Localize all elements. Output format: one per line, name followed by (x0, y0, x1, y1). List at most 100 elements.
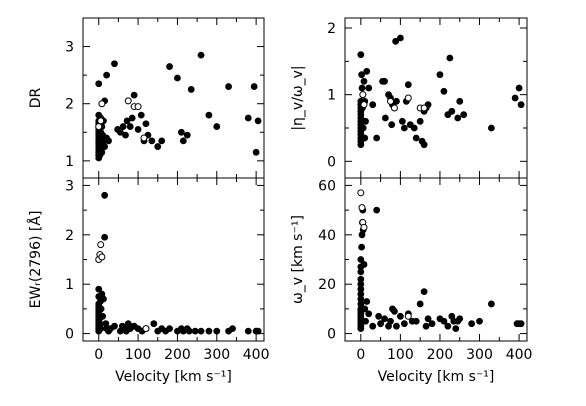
y-tick-label: 1 (327, 88, 336, 104)
filled-data-point (126, 123, 134, 130)
filled-data-point (381, 77, 388, 85)
y-tick-label: 3 (65, 178, 74, 194)
filled-data-point (148, 137, 156, 145)
y-axis-label: EWᵣ(2796) [Å] (27, 211, 44, 309)
filled-data-point (365, 310, 373, 318)
filled-data-point (213, 123, 221, 130)
filled-data-point (456, 97, 464, 105)
filled-data-point (174, 74, 181, 82)
filled-data-point (95, 80, 103, 88)
open-data-point (98, 253, 106, 261)
filled-data-point (396, 34, 404, 42)
filled-data-point (436, 71, 444, 79)
filled-data-point (410, 124, 418, 132)
filled-data-point (197, 51, 205, 59)
filled-data-point (154, 143, 162, 150)
x-tick-label: 300 (466, 347, 493, 363)
filled-data-point (213, 327, 221, 335)
filled-data-point (360, 261, 368, 268)
filled-data-point (111, 60, 118, 68)
filled-data-point (150, 320, 158, 328)
filled-data-point (362, 317, 369, 325)
filled-data-point (444, 322, 452, 330)
filled-data-point (244, 327, 252, 335)
filled-data-point (100, 295, 107, 303)
filled-data-point (363, 298, 371, 305)
filled-data-point (205, 111, 213, 119)
filled-data-point (420, 288, 428, 296)
filled-data-point (440, 317, 448, 325)
filled-data-point (254, 117, 262, 125)
filled-data-point (254, 327, 262, 335)
panel-frame (82, 17, 265, 179)
y-tick-label: 2 (327, 21, 336, 37)
panel-top-right: 0 1 2 |η_v/ω_v| (290, 17, 528, 179)
filled-data-point (357, 275, 365, 283)
filled-data-point (452, 325, 460, 333)
y-tick-label: 3 (65, 40, 74, 56)
filled-data-point (191, 327, 199, 335)
open-data-point (420, 104, 428, 112)
filled-data-point (130, 91, 138, 99)
open-data-point (359, 91, 367, 99)
filled-data-point (119, 123, 127, 130)
filled-data-point (360, 77, 368, 85)
filled-data-point (420, 141, 428, 149)
x-tick-label: 0 (356, 347, 365, 363)
filled-data-point (225, 83, 232, 90)
filled-data-point (517, 320, 525, 328)
open-data-point (95, 123, 103, 131)
panel-frame (344, 17, 528, 179)
filled-data-point (391, 307, 398, 315)
open-data-point (387, 97, 394, 105)
panel-frame (82, 177, 265, 342)
y-axis-label: DR (28, 87, 44, 108)
filled-data-point (476, 317, 483, 325)
filled-data-point (158, 137, 166, 145)
filled-data-point (361, 305, 369, 313)
x-tick-label: 300 (203, 347, 230, 363)
filled-data-point (398, 117, 406, 125)
filled-data-point (185, 327, 193, 335)
filled-data-point (250, 83, 258, 90)
filled-data-point (381, 315, 388, 323)
filled-data-point (416, 300, 424, 308)
filled-data-point (166, 63, 173, 70)
filled-data-point (456, 315, 464, 323)
filled-data-point (446, 54, 454, 62)
filled-data-point (134, 126, 142, 133)
filled-data-point (440, 87, 448, 95)
x-axis-label: Velocity [km s⁻¹] (115, 369, 232, 385)
filled-data-point (487, 300, 495, 308)
y-tick-label: 0 (65, 327, 74, 343)
filled-data-point (454, 114, 462, 122)
open-data-point (142, 325, 150, 333)
filled-data-point (511, 94, 519, 102)
x-tick-label: 200 (164, 347, 191, 363)
panel-top-left: 1 2 3 DR (28, 17, 265, 179)
filled-data-point (166, 325, 173, 333)
filled-data-point (358, 71, 366, 79)
filled-data-point (229, 325, 236, 333)
filled-data-point (393, 322, 400, 330)
open-data-point (360, 101, 368, 109)
open-data-point (390, 104, 398, 112)
filled-data-point (101, 143, 109, 150)
filled-data-point (362, 117, 369, 125)
x-tick-label: 0 (94, 347, 103, 363)
filled-data-point (183, 131, 191, 139)
filled-data-point (187, 86, 195, 93)
filled-data-point (422, 322, 430, 330)
filled-data-point (460, 111, 468, 119)
y-tick-label: 1 (65, 277, 74, 293)
filled-data-point (177, 128, 185, 136)
filled-data-point (142, 120, 150, 128)
filled-data-point (357, 256, 365, 263)
y-tick-label: 60 (318, 178, 336, 194)
filled-data-point (375, 312, 383, 320)
filled-data-point (116, 128, 124, 136)
filled-data-point (97, 305, 105, 313)
y-tick-label: 0 (327, 327, 336, 343)
filled-data-point (416, 117, 424, 125)
filled-data-point (357, 51, 365, 59)
